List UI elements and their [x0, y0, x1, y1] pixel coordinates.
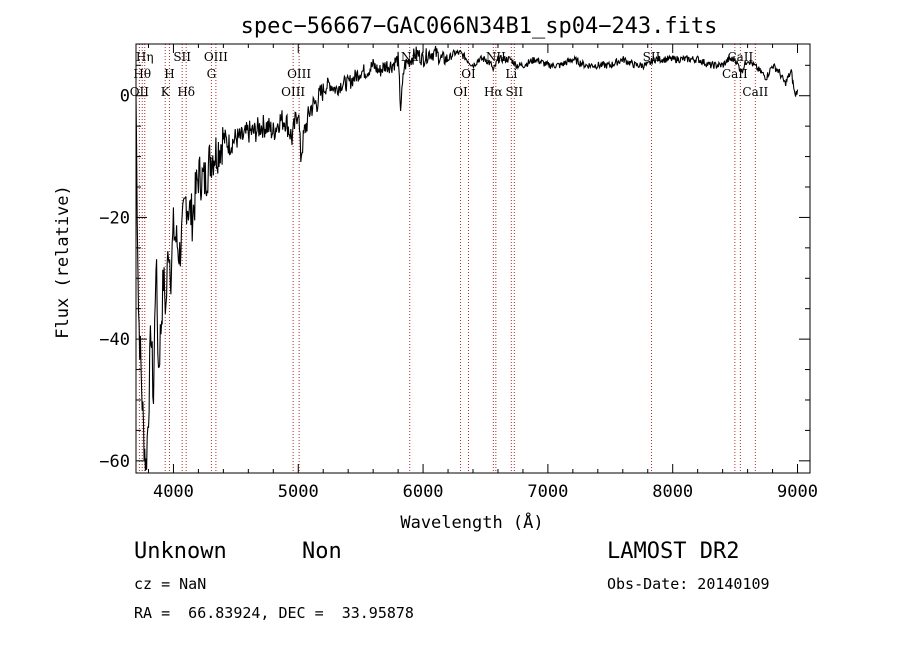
object-class: Unknown — [134, 539, 227, 564]
spectral-line-label: CaII — [742, 85, 768, 99]
axis-ticks — [136, 44, 810, 473]
spectral-line-label: CaII — [722, 67, 748, 81]
y-tick-label: −40 — [99, 330, 130, 350]
plot-frame — [135, 43, 811, 474]
spectrum-line — [135, 45, 799, 471]
spectral-line-label: OI — [453, 85, 468, 99]
spectral-line-label: SII — [173, 50, 191, 64]
spectral-line-label: G — [207, 67, 217, 81]
spectral-line-labels: OII Hθ Hη KH SII Hδ G OIII OIII OIII Na OI OI Hα NII Li… — [130, 50, 769, 99]
tick-labels: 4000 5000 6000 7000 8000 9000 −60 −40 −20 0 — [99, 87, 818, 502]
redshift-cz: cz = NaN — [134, 575, 207, 593]
spectral-line-label: Hα — [484, 85, 503, 99]
x-tick-label: 9000 — [777, 482, 818, 502]
spectral-line-label: OI — [461, 67, 476, 81]
x-tick-label: 5000 — [278, 482, 319, 502]
object-subclass: Non — [302, 539, 342, 564]
y-tick-label: −60 — [99, 452, 130, 472]
spectral-line-label: Hδ — [177, 85, 195, 99]
y-tick-label: −20 — [99, 208, 130, 228]
spectral-line-label: K — [161, 85, 171, 99]
spectral-line-label: Na — [401, 50, 419, 64]
spectral-line-label: Li — [505, 67, 517, 81]
observation-date: Obs-Date: 20140109 — [607, 575, 770, 593]
spectral-line-label: H — [164, 67, 174, 81]
spectral-line-label: OIII — [204, 50, 228, 64]
y-axis-label: Flux (relative) — [53, 185, 73, 339]
x-tick-label: 7000 — [527, 482, 568, 502]
spectral-line-label: OIII — [281, 85, 305, 99]
spectral-line-label: Hη — [136, 50, 154, 64]
spectral-line-label: OII — [130, 85, 150, 99]
spectral-line-label: CaII — [727, 50, 753, 64]
spectral-line-label: Hθ — [133, 67, 151, 81]
chart-title: spec−56667−GAC066N34B1_sp04−243.fits — [241, 14, 718, 39]
x-tick-label: 6000 — [403, 482, 444, 502]
ra-dec: RA = 66.83924, DEC = 33.95878 — [134, 604, 414, 622]
spectral-line-label: OIII — [287, 67, 311, 81]
x-tick-label: 4000 — [153, 482, 194, 502]
y-tick-label: 0 — [120, 87, 130, 107]
survey-name: LAMOST DR2 — [607, 539, 740, 564]
spectral-line-markers — [138, 44, 756, 473]
spectral-line-label: SII — [505, 85, 523, 99]
x-tick-label: 8000 — [652, 482, 693, 502]
spectral-line-label: NII — [486, 50, 506, 64]
x-axis-label: Wavelength (Å) — [400, 511, 543, 533]
spectral-line-label: SII — [643, 50, 661, 64]
